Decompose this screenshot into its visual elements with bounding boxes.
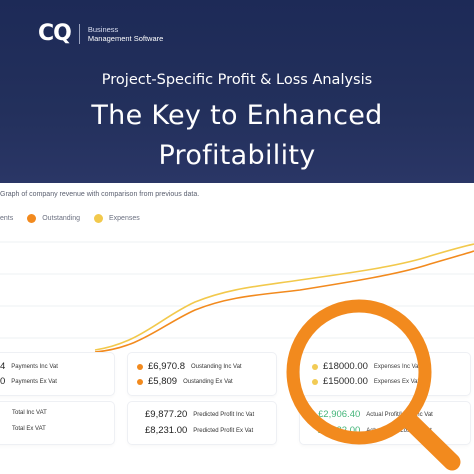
legend-item-payments[interactable]: ents <box>0 215 13 222</box>
legend-item-outstanding[interactable]: Outstanding <box>27 214 80 223</box>
revenue-chart <box>0 241 474 353</box>
expenses-ex-label: Expenses Ex Vat <box>373 378 420 385</box>
legend-dot-outstanding <box>27 214 37 223</box>
legend-label-outstanding: Outstanding <box>42 215 80 222</box>
expenses-ex-row: £15000.00 Expenses Ex Vat <box>312 376 419 387</box>
logo-line-1: Business <box>87 24 119 34</box>
actual-inc-label: Actual Profit/Loss Inc Vat <box>366 411 433 418</box>
expenses-series-line <box>94 243 474 351</box>
payments-ex-value: 0 <box>0 376 6 387</box>
expenses-inc-row: £18000.00 Expenses Inc Vat <box>312 361 420 372</box>
outstanding-dot <box>137 378 143 385</box>
outstanding-ex-label: Oustanding Ex Vat <box>183 378 233 385</box>
hero-title-line-2: Profitability <box>158 140 316 171</box>
totals-card <box>0 402 114 444</box>
outstanding-inc-value: £6,970.8 <box>148 361 185 372</box>
graph-caption: Graph of company revenue with comparison… <box>0 191 200 198</box>
payments-inc-value: 4 <box>0 361 6 372</box>
predicted-ex-row: £8,231.00 Predicted Profit Ex Vat <box>145 425 253 436</box>
legend-dot-expenses <box>93 214 103 223</box>
outstanding-ex-value: £5,809 <box>148 376 178 387</box>
expenses-ex-value: £15000.00 <box>323 376 368 387</box>
legend-label-payments: ents <box>0 215 14 222</box>
actual-ex-value: £2,422.00 <box>318 425 361 436</box>
expenses-card <box>300 353 470 395</box>
predicted-card <box>128 402 276 444</box>
outstanding-card <box>128 353 276 395</box>
legend-item-expenses[interactable]: Expenses <box>93 214 140 223</box>
predicted-inc-label: Predicted Profit Inc Vat <box>193 411 255 418</box>
payments-inc-row: 4 Payments Inc Vat <box>0 361 58 372</box>
logo-divider <box>78 23 80 44</box>
expenses-inc-value: £18000.00 <box>323 361 368 372</box>
logo-mark: CQ <box>38 21 72 46</box>
payments-ex-label: Payments Ex Vat <box>11 378 57 385</box>
chart-legend: ents Outstanding Expenses <box>0 214 154 223</box>
outstanding-ex-row: £5,809 Oustanding Ex Vat <box>137 376 233 387</box>
expenses-dot <box>312 363 318 370</box>
logo-line-2: Management Software <box>87 33 164 43</box>
totals-inc-row: Total Inc VAT <box>12 410 47 416</box>
actual-ex-row: £2,422.00 Actual Profit/Loss Ex Vat <box>318 425 432 436</box>
hero-title-line-1: The Key to Enhanced <box>91 100 383 131</box>
hero-subtitle: Project-Specific Profit & Loss Analysis <box>101 72 373 88</box>
predicted-ex-value: £8,231.00 <box>145 425 188 436</box>
predicted-inc-row: £9,877.20 Predicted Profit Inc Vat <box>145 409 254 420</box>
actual-inc-value: £2,906.40 <box>318 409 361 420</box>
predicted-inc-value: £9,877.20 <box>145 409 188 420</box>
outstanding-inc-row: £6,970.8 Oustanding Inc Vat <box>137 361 242 372</box>
outstanding-series-line <box>94 250 474 353</box>
totals-ex-row: Total Ex VAT <box>12 426 46 432</box>
legend-label-expenses: Expenses <box>108 215 140 222</box>
payments-ex-row: 0 Payments Ex Vat <box>0 376 57 387</box>
totals-inc-label: Total Inc VAT <box>12 410 47 416</box>
payments-inc-label: Payments Inc Vat <box>11 363 58 370</box>
outstanding-inc-label: Oustanding Inc Vat <box>190 363 242 370</box>
payments-card <box>0 353 114 395</box>
dashboard-panel: Graph of company revenue with comparison… <box>0 183 474 474</box>
logo-text: Business Management Software <box>88 25 163 43</box>
actual-ex-label: Actual Profit/Loss Ex Vat <box>366 427 432 434</box>
actual-inc-row: £2,906.40 Actual Profit/Loss Inc Vat <box>318 409 433 420</box>
totals-ex-label: Total Ex VAT <box>12 426 46 432</box>
expenses-dot <box>312 378 318 385</box>
hero-banner: CQ Business Management Software Project-… <box>0 0 474 183</box>
predicted-ex-label: Predicted Profit Ex Vat <box>193 427 254 434</box>
outstanding-dot <box>137 363 143 370</box>
expenses-inc-label: Expenses Inc Vat <box>373 363 421 370</box>
brand-logo: CQ Business Management Software <box>38 21 163 46</box>
